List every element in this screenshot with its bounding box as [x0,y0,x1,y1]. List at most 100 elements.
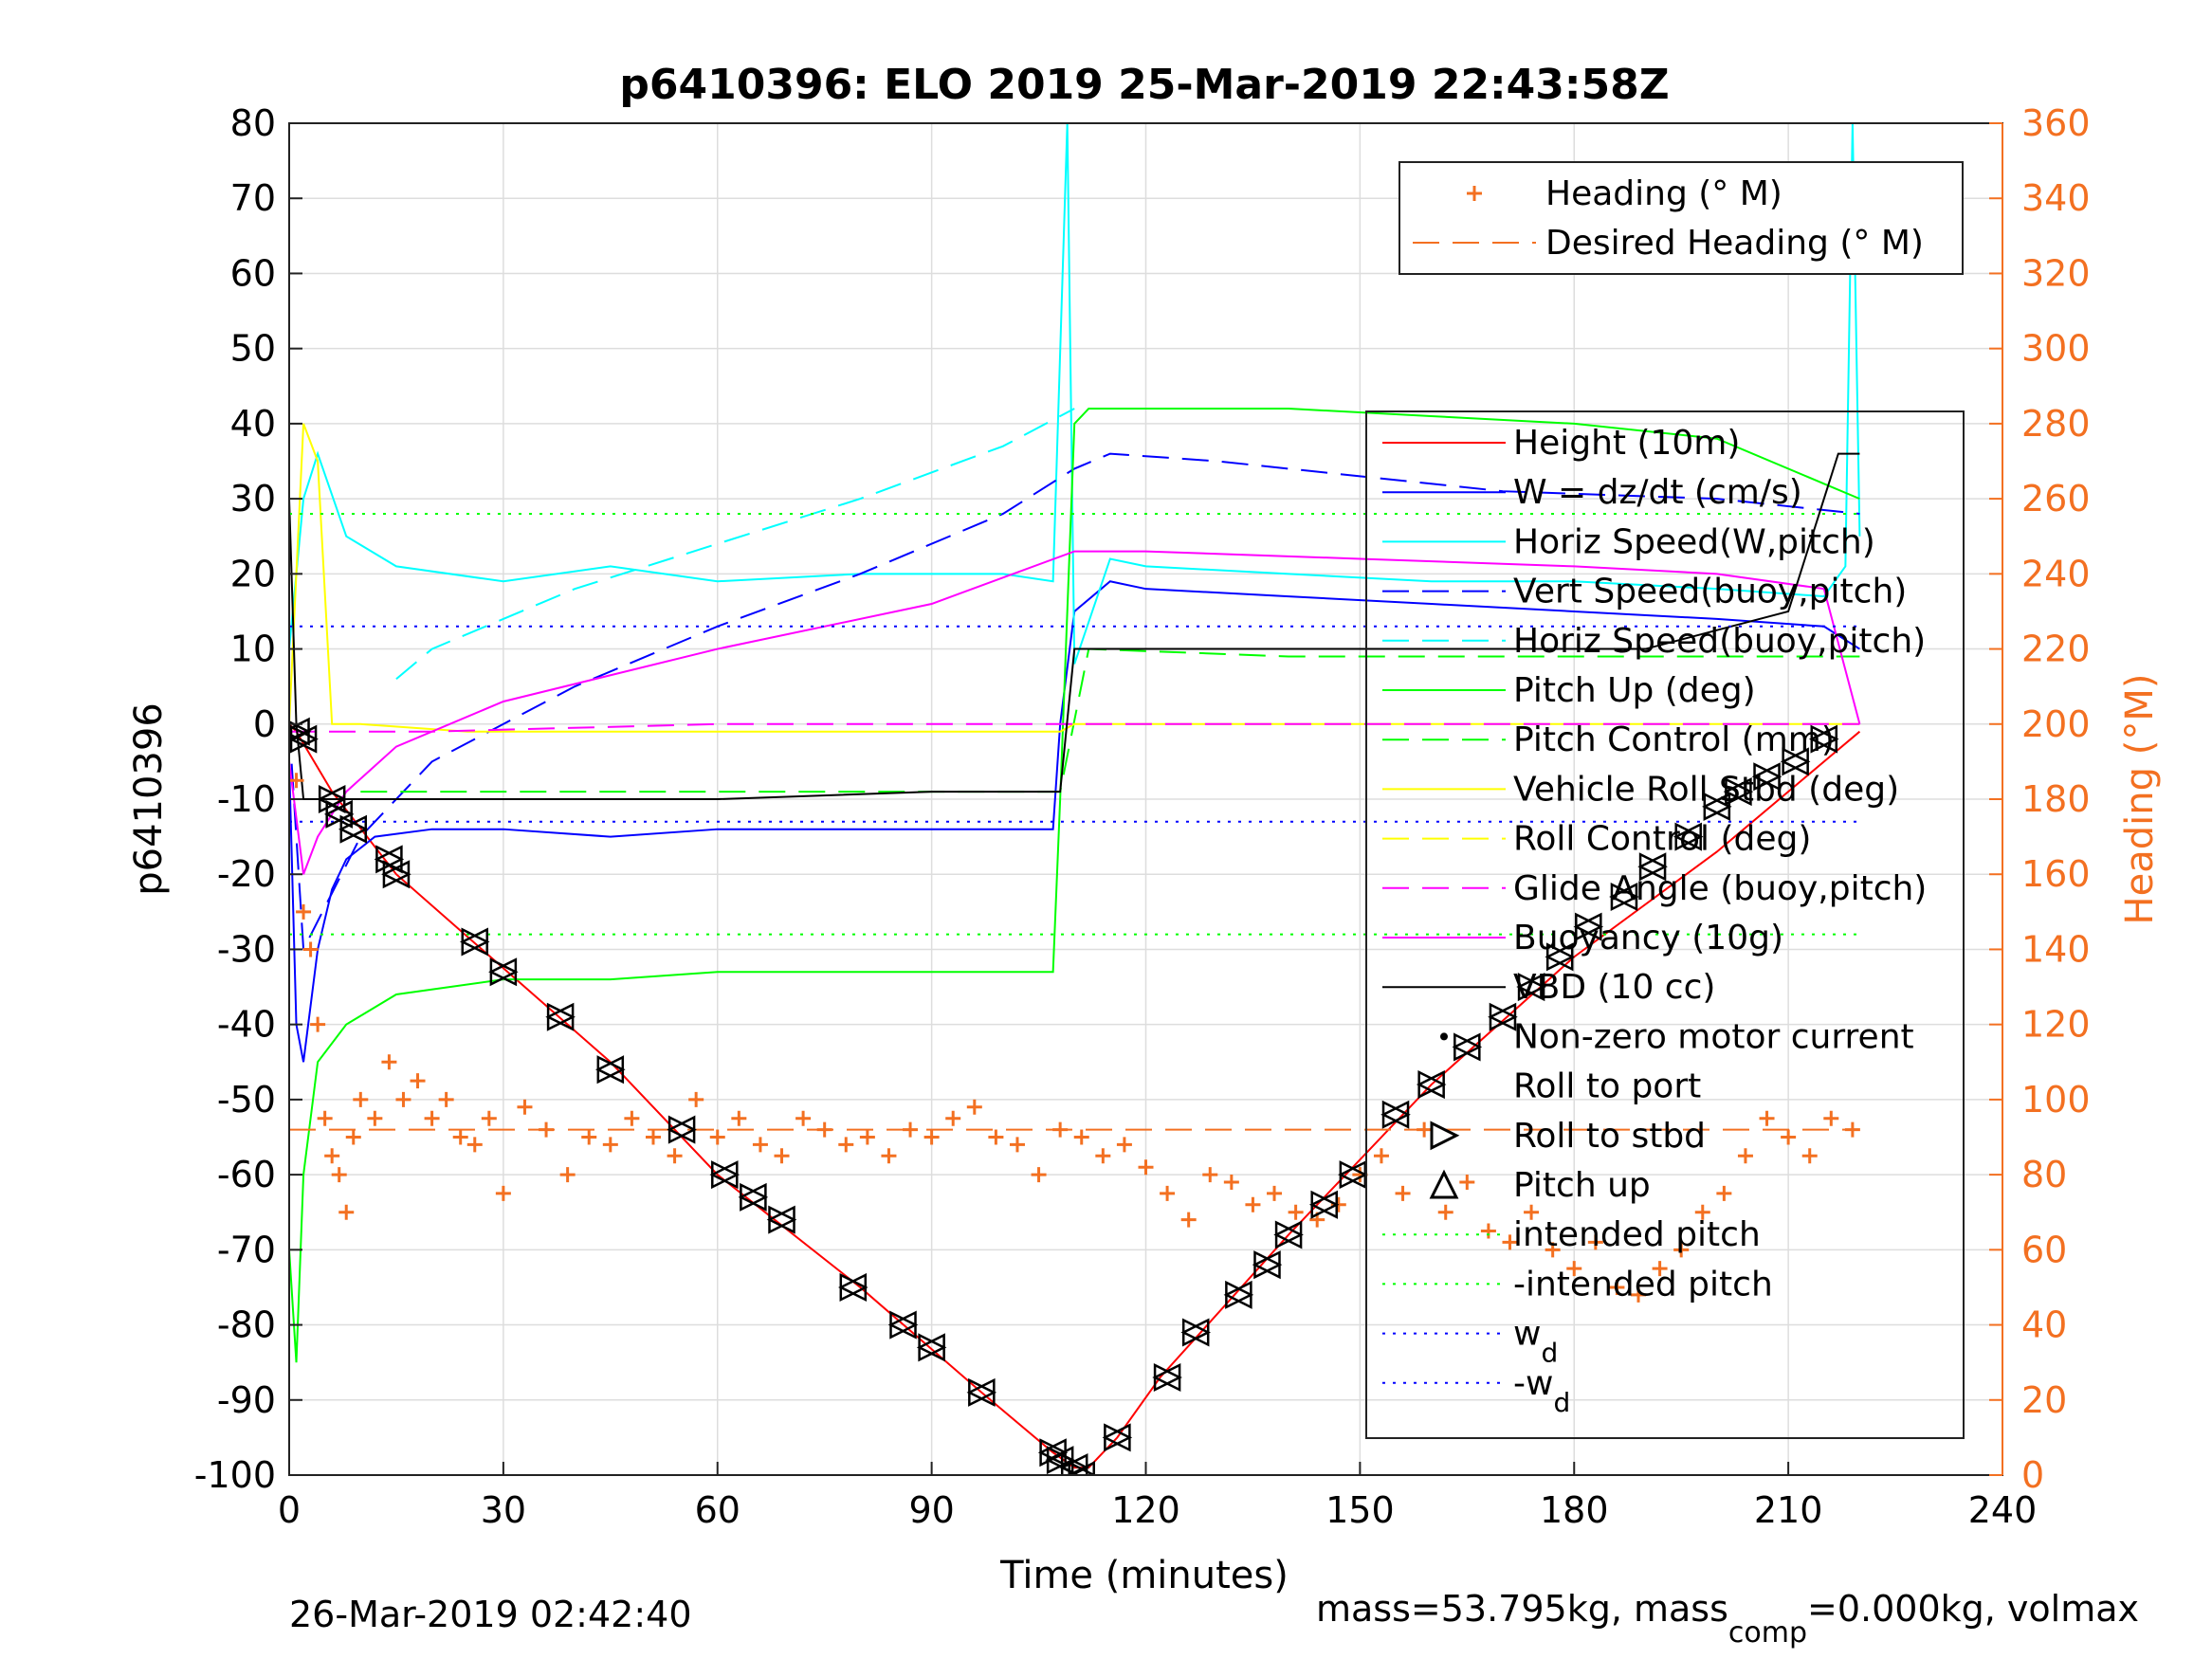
series-line-0 [289,723,1861,1469]
y-right-tick-label: 120 [2021,1004,2091,1046]
legend-label-text: Roll to port [1513,1067,1701,1106]
y-axis-left-ticks: -100-90-80-70-60-50-40-30-20-10010203040… [194,102,302,1496]
legend-main-label: Non-zero motor current [1513,1017,1914,1056]
heading-point [296,903,312,920]
y-right-tick-label: 180 [2021,778,2091,820]
roll-port-marker [1338,1160,1367,1190]
x-tick-label: 90 [908,1489,954,1531]
roll-port-marker [1102,1423,1131,1452]
roll-port-marker [766,1205,795,1234]
heading-point [452,1129,468,1145]
y-tick-label: 50 [230,328,276,370]
heading-point [1652,1261,1668,1277]
series-line-5 [289,408,1860,1363]
heading-point [1459,1175,1475,1191]
series-line-6 [360,647,1860,793]
x-axis-label: Time (minutes) [999,1554,1289,1597]
series-line-4 [395,408,1075,681]
heading-point [731,1110,747,1126]
heading-point [581,1129,597,1145]
heading-point [539,1121,555,1138]
y-right-tick-label: 300 [2021,328,2091,370]
roll-port-marker [887,1310,917,1340]
y-tick-label: 10 [230,629,276,670]
footer-mass-suffix: =0.000kg, volmax [1807,1588,2139,1630]
y-tick-label: 80 [230,102,276,144]
legend-main-label: -wd [1513,1364,1570,1418]
legend-main-label: -intended pitch [1513,1265,1773,1304]
y-tick-label: -40 [217,1004,276,1046]
heading-point [667,1148,683,1164]
y-tick-label: -60 [217,1154,276,1195]
legend-label-text: w [1513,1315,1541,1354]
heading-point [1566,1261,1582,1277]
x-tick-label: 60 [695,1489,740,1531]
roll-stbd-marker [1225,1280,1254,1309]
legend-sample [1429,1169,1459,1199]
x-tick-label: 30 [481,1489,526,1531]
y-right-tick-label: 0 [2021,1454,2044,1496]
series-line-2 [289,123,1861,665]
legend-main-label: intended pitch [1513,1215,1761,1254]
heading-point [709,1129,725,1145]
legend-main-label: Horiz Speed(buoy,pitch) [1513,622,1926,661]
roll-port-marker [916,1333,945,1362]
roll-port-marker [1545,942,1574,972]
y-right-tick-label: 200 [2021,703,2091,745]
y-tick-label: -50 [217,1079,276,1121]
x-tick-label: 0 [278,1489,301,1531]
heading-point [1737,1148,1753,1164]
roll-port-marker [1152,1362,1181,1393]
roll-port-marker [1416,1070,1445,1100]
roll-port-marker [459,927,489,957]
heading-point [1373,1148,1389,1164]
heading-point [1716,1185,1732,1201]
roll-port-marker [838,1272,868,1302]
legend-heading-box [1398,161,1964,275]
heading-point [1031,1167,1047,1183]
heading-point [1095,1148,1111,1164]
x-tick-label: 240 [1968,1489,2038,1531]
y-tick-label: 70 [230,177,276,219]
heading-point [1138,1159,1154,1176]
y-right-tick-label: 60 [2021,1229,2067,1270]
footer-mass-prefix: mass=53.795kg, mass [1316,1588,1728,1630]
roll-port-marker [1723,777,1752,807]
heading-point [903,1121,919,1138]
x-tick-label: 150 [1325,1489,1395,1531]
roll-port-marker [595,1055,625,1085]
roll-port-marker [1751,762,1781,792]
y-right-tick-label: 80 [2021,1154,2067,1195]
heading-point [624,1110,640,1126]
legend-label-text: Horiz Speed(buoy,pitch) [1513,622,1926,661]
legend-label-text: Roll to stbd [1513,1117,1706,1156]
legend-main-label: Pitch Control (mm) [1513,720,1835,759]
heading-point [1502,1234,1518,1250]
heading-point [688,1091,704,1107]
legend-sample [1440,1032,1448,1041]
roll-port-marker [966,1377,996,1407]
heading-point [1694,1204,1710,1220]
x-tick-label: 210 [1754,1489,1823,1531]
legend-label-sub: d [1553,1387,1570,1418]
x-axis-ticks: 0 30 60 90 120 150 180 210 240 [278,1462,2037,1531]
y-tick-label: 20 [230,553,276,594]
legend-label-text: Horiz Speed(W,pitch) [1513,522,1875,561]
heading-point [945,1110,961,1126]
y-right-tick-label: 240 [2021,553,2091,594]
heading-point [1160,1185,1176,1201]
roll-port-marker [1488,1002,1517,1031]
series-line-8 [289,722,1860,733]
legend-heading: Heading (° M) Desired Heading (° M) [1398,161,1964,275]
heading-point [1202,1167,1218,1183]
heading-point [816,1121,832,1138]
heading-point [1267,1185,1283,1201]
x-tick-label: 180 [1540,1489,1609,1531]
heading-point [481,1110,497,1126]
y-right-tick-label: 20 [2021,1379,2067,1421]
heading-point [1587,1234,1603,1250]
roll-stbd-marker [1489,1002,1518,1031]
legend-main-label: Roll to port [1513,1067,1701,1106]
roll-stbd-marker [1453,1032,1483,1062]
